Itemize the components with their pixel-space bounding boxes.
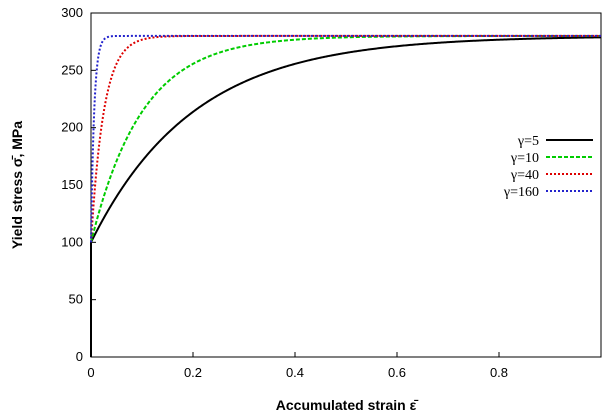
legend-label-2: γ=40 [510, 168, 539, 183]
y-axis-title: Yield stress σ̄, MPa [9, 121, 25, 249]
y-tick-label: 50 [69, 292, 83, 307]
legend-label-3: γ=160 [503, 185, 539, 200]
y-tick-label: 150 [61, 177, 83, 192]
y-tick-label: 200 [61, 120, 83, 135]
legend-label-0: γ=5 [517, 134, 539, 149]
legend: γ=5 γ=10 γ=40 γ=160 [503, 134, 593, 200]
y-tick-label: 100 [61, 234, 83, 249]
x-tick-label: 0.2 [184, 365, 202, 380]
y-tick-label: 0 [76, 349, 83, 364]
x-tick-label: 0.4 [286, 365, 304, 380]
x-tick-label: 0.8 [490, 365, 508, 380]
y-tick-label: 300 [61, 5, 83, 20]
x-tick-label: 0.6 [388, 365, 406, 380]
y-tick-label: 250 [61, 62, 83, 77]
x-axis-title: Accumulated strain ε̄ [276, 397, 419, 413]
x-tick-label: 0 [87, 365, 94, 380]
legend-label-1: γ=10 [510, 151, 539, 166]
axes: 0 50 100 150 200 250 300 0 0.2 0.4 0.6 0.8 [61, 5, 508, 380]
